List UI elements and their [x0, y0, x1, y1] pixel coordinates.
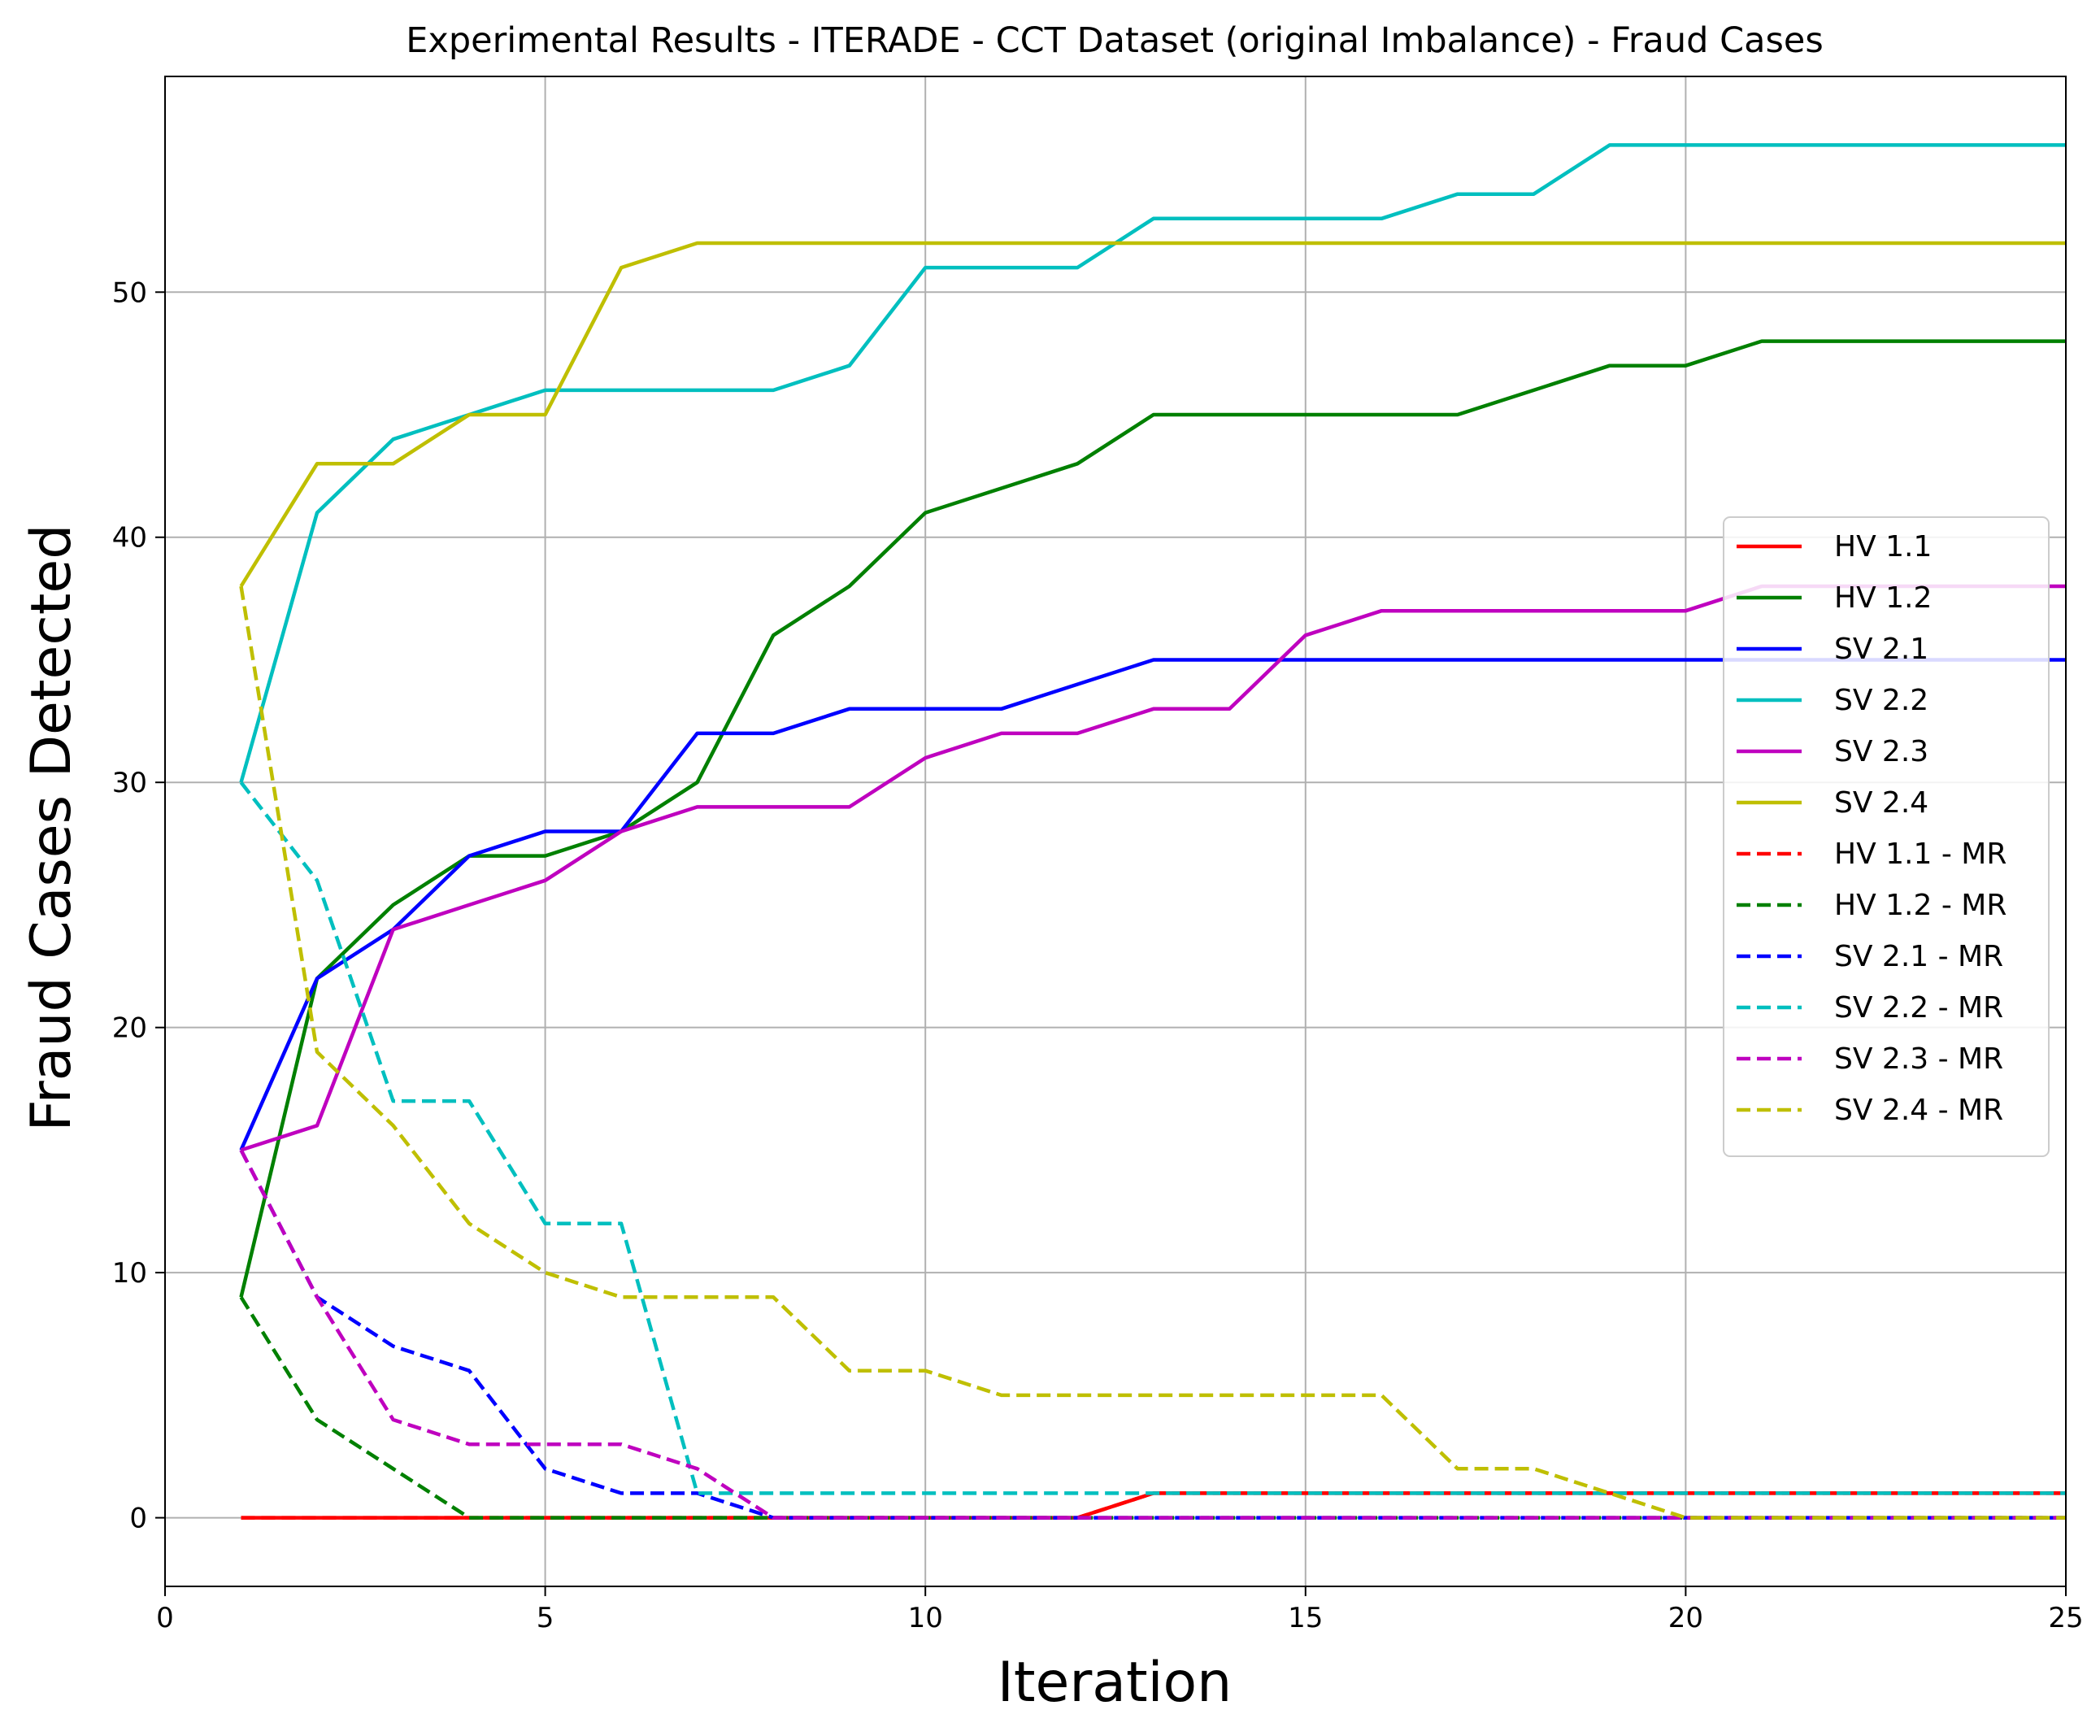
x-tick-label: 15: [1288, 1602, 1323, 1634]
legend-label: HV 1.2: [1834, 581, 1932, 615]
series-line: [239, 781, 2066, 1495]
legend-label: HV 1.2 - MR: [1834, 889, 2007, 922]
x-tick-label: 10: [908, 1602, 943, 1634]
legend-label: SV 2.4 - MR: [1834, 1094, 2003, 1127]
series-line: [239, 339, 2066, 1298]
axis-ticks: 0 5 10 15 20 25 0 10 20 30 40 50: [112, 276, 2084, 1634]
series-line: [239, 1149, 2066, 1520]
chart-title: Experimental Results - ITERADE - CCT Dat…: [406, 20, 1824, 61]
series-line: [239, 241, 2066, 588]
x-tick-label: 25: [2048, 1602, 2083, 1634]
legend-label: SV 2.1: [1834, 633, 1928, 666]
y-axis-label: Fraud Cases Detected: [20, 524, 84, 1132]
y-tick-label: 10: [112, 1257, 147, 1290]
x-tick-label: 5: [537, 1602, 554, 1634]
plot-frame: [164, 76, 2067, 1587]
y-tick-label: 40: [112, 522, 147, 555]
legend-label: SV 2.4: [1834, 786, 1928, 820]
legend: HV 1.1 HV 1.2 SV 2.1 SV 2.2 SV 2.3 SV 2.4 HV 1…: [1723, 516, 2050, 1157]
series-line: [239, 585, 2066, 1520]
y-tick-label: 50: [112, 276, 147, 309]
legend-label: HV 1.1: [1834, 530, 1932, 563]
x-tick-label: 0: [156, 1602, 174, 1634]
y-tick-label: 20: [112, 1012, 147, 1045]
series-lines: [239, 143, 2066, 1520]
legend-label: SV 2.3 - MR: [1834, 1042, 2003, 1076]
legend-label: SV 2.2 - MR: [1834, 991, 2003, 1025]
series-line: [239, 143, 2066, 783]
legend-label: SV 2.1 - MR: [1834, 940, 2003, 973]
x-axis-label: Iteration: [998, 1651, 1232, 1715]
legend-box: [1723, 516, 2050, 1157]
legend-label: SV 2.3: [1834, 735, 1928, 768]
y-tick-label: 30: [112, 767, 147, 799]
y-tick-label: 0: [129, 1503, 147, 1535]
legend-label: SV 2.2: [1834, 684, 1928, 717]
x-tick-label: 20: [1668, 1602, 1703, 1634]
legend-label: HV 1.1 - MR: [1834, 838, 2007, 871]
